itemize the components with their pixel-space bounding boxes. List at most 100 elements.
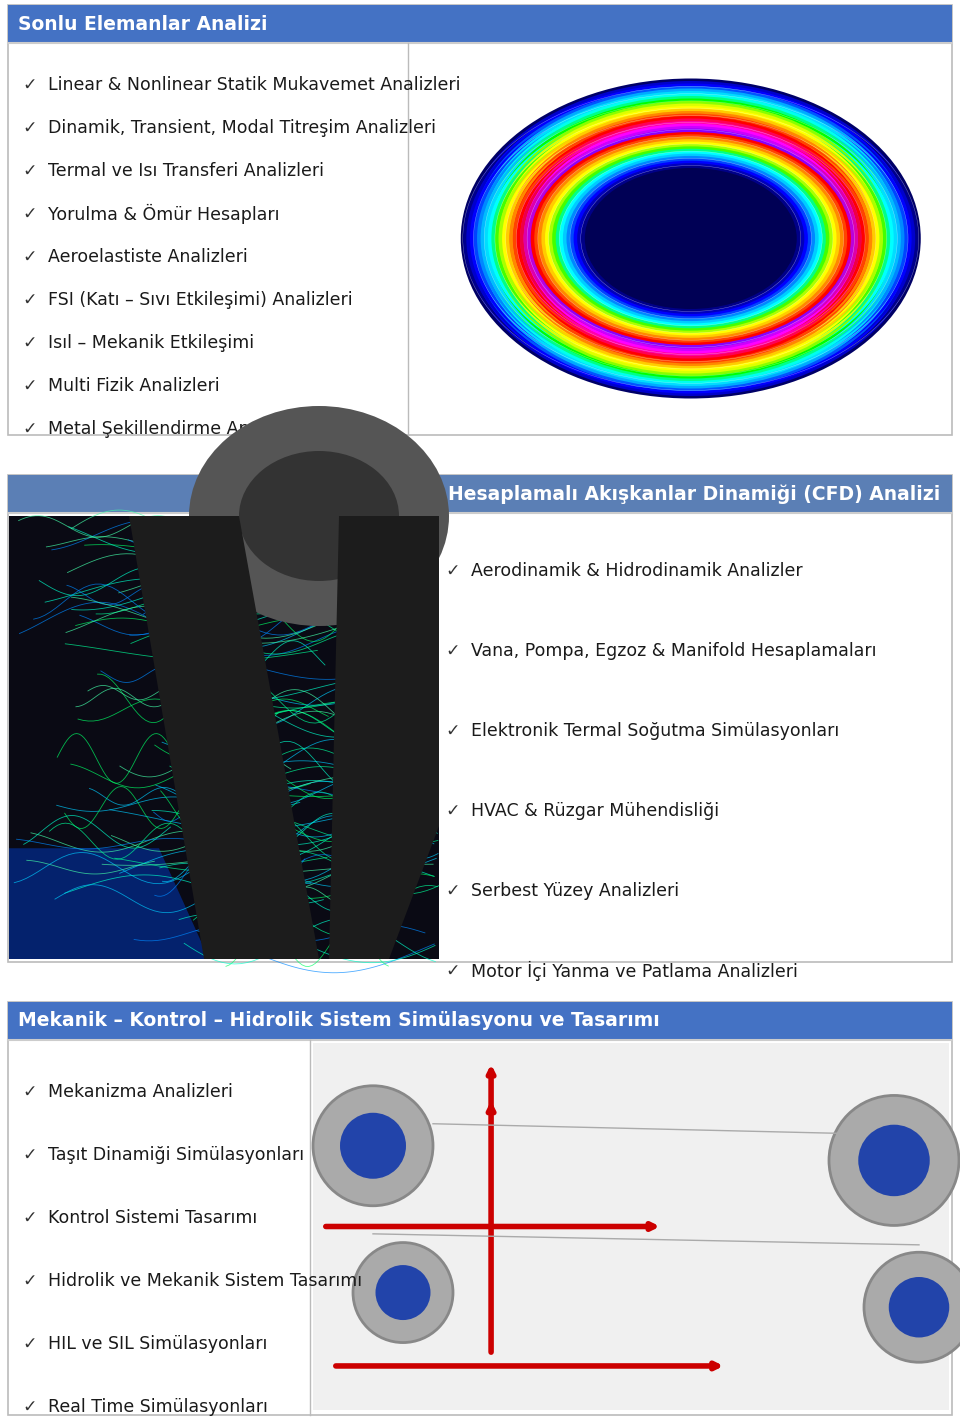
Ellipse shape	[477, 97, 904, 381]
Text: Isıl – Mekanik Etkileşimi: Isıl – Mekanik Etkileşimi	[48, 334, 254, 352]
FancyBboxPatch shape	[8, 476, 952, 513]
Text: Sonlu Elemanlar Analizi: Sonlu Elemanlar Analizi	[18, 14, 268, 34]
Ellipse shape	[475, 88, 907, 389]
Text: Vana, Pompa, Egzoz & Manifold Hesaplamaları: Vana, Pompa, Egzoz & Manifold Hesaplamal…	[471, 642, 876, 660]
Ellipse shape	[492, 101, 889, 376]
Ellipse shape	[467, 89, 915, 388]
Text: ✓: ✓	[445, 961, 460, 980]
Text: ✓: ✓	[22, 1208, 36, 1227]
Text: ✓: ✓	[22, 1272, 36, 1289]
Ellipse shape	[489, 98, 893, 379]
Text: ✓: ✓	[22, 248, 36, 266]
FancyBboxPatch shape	[8, 6, 952, 43]
Ellipse shape	[461, 78, 921, 399]
Ellipse shape	[463, 87, 919, 391]
Text: ✓: ✓	[22, 420, 36, 437]
Ellipse shape	[548, 143, 833, 334]
Text: HIL ve SIL Simülasyonları: HIL ve SIL Simülasyonları	[48, 1335, 268, 1353]
Ellipse shape	[503, 108, 878, 369]
Text: ✓: ✓	[22, 162, 36, 180]
Text: Termal ve Isı Transferi Analizleri: Termal ve Isı Transferi Analizleri	[48, 162, 324, 180]
Text: Elektronik Termal Soğutma Simülasyonları: Elektronik Termal Soğutma Simülasyonları	[471, 721, 839, 740]
Ellipse shape	[563, 153, 819, 324]
Text: ✓: ✓	[22, 1335, 36, 1353]
FancyBboxPatch shape	[9, 515, 439, 959]
FancyBboxPatch shape	[8, 1003, 952, 1414]
Ellipse shape	[471, 87, 910, 391]
Ellipse shape	[556, 149, 826, 328]
Ellipse shape	[513, 121, 869, 356]
FancyBboxPatch shape	[313, 1044, 949, 1410]
Text: Metal Şekillendirme Analizleri: Metal Şekillendirme Analizleri	[48, 420, 307, 437]
Ellipse shape	[516, 118, 865, 358]
Text: Taşıt Dinamiği Simülasyonları: Taşıt Dinamiği Simülasyonları	[48, 1146, 304, 1164]
Ellipse shape	[499, 106, 882, 371]
Text: ✓: ✓	[445, 802, 460, 819]
Text: Kontrol Sistemi Tasarımı: Kontrol Sistemi Tasarımı	[48, 1208, 257, 1227]
Ellipse shape	[520, 125, 861, 352]
Text: FSI (Katı – Sıvı Etkileşimi) Analizleri: FSI (Katı – Sıvı Etkileşimi) Analizleri	[48, 291, 352, 310]
Ellipse shape	[495, 104, 886, 373]
Ellipse shape	[531, 132, 851, 345]
Polygon shape	[9, 848, 209, 959]
Ellipse shape	[481, 98, 900, 379]
Ellipse shape	[473, 94, 908, 383]
Ellipse shape	[552, 146, 829, 331]
Ellipse shape	[585, 168, 797, 310]
Ellipse shape	[506, 111, 876, 366]
Ellipse shape	[523, 128, 858, 349]
Ellipse shape	[509, 118, 873, 359]
FancyBboxPatch shape	[411, 45, 949, 432]
Text: ✓: ✓	[22, 334, 36, 352]
Ellipse shape	[514, 116, 868, 361]
Ellipse shape	[516, 122, 865, 355]
Ellipse shape	[527, 126, 854, 351]
Ellipse shape	[560, 151, 822, 325]
Text: Dinamik, Transient, Modal Titreşim Analizleri: Dinamik, Transient, Modal Titreşim Anali…	[48, 119, 436, 136]
Text: ✓: ✓	[22, 119, 36, 136]
Ellipse shape	[538, 136, 844, 341]
Ellipse shape	[581, 166, 801, 311]
Ellipse shape	[566, 156, 815, 321]
Ellipse shape	[574, 160, 808, 317]
Polygon shape	[329, 515, 439, 959]
Ellipse shape	[482, 94, 900, 383]
Text: ✓: ✓	[22, 204, 36, 223]
Ellipse shape	[577, 163, 804, 314]
Text: Aerodinamik & Hidrodinamik Analizler: Aerodinamik & Hidrodinamik Analizler	[471, 562, 803, 579]
Ellipse shape	[502, 112, 879, 364]
Ellipse shape	[570, 158, 811, 318]
Ellipse shape	[492, 105, 890, 372]
Text: Aeroelastiste Analizleri: Aeroelastiste Analizleri	[48, 248, 248, 266]
Ellipse shape	[239, 452, 399, 581]
Ellipse shape	[313, 1086, 433, 1206]
Ellipse shape	[353, 1242, 453, 1342]
FancyBboxPatch shape	[8, 6, 952, 435]
FancyBboxPatch shape	[411, 45, 949, 432]
Text: ✓: ✓	[22, 1146, 36, 1164]
Ellipse shape	[375, 1265, 430, 1321]
Ellipse shape	[520, 121, 861, 356]
Ellipse shape	[545, 142, 836, 335]
Ellipse shape	[531, 128, 851, 348]
Text: Hesaplamalı Akışkanlar Dinamiği (CFD) Analizi: Hesaplamalı Akışkanlar Dinamiği (CFD) An…	[447, 484, 940, 504]
Ellipse shape	[484, 101, 898, 376]
Text: ✓: ✓	[445, 721, 460, 740]
FancyBboxPatch shape	[8, 476, 952, 961]
FancyBboxPatch shape	[8, 1003, 952, 1039]
Text: Hidrolik ve Mekanik Sistem Tasarımı: Hidrolik ve Mekanik Sistem Tasarımı	[48, 1272, 362, 1289]
Ellipse shape	[485, 97, 897, 381]
Ellipse shape	[340, 1113, 406, 1179]
Text: ✓: ✓	[22, 1083, 36, 1100]
Text: Yorulma & Ömür Hesapları: Yorulma & Ömür Hesapları	[48, 204, 279, 224]
Ellipse shape	[524, 124, 858, 354]
Text: Motor İçi Yanma ve Patlama Analizleri: Motor İçi Yanma ve Patlama Analizleri	[471, 961, 798, 981]
Ellipse shape	[527, 129, 854, 348]
Ellipse shape	[495, 108, 887, 369]
Ellipse shape	[469, 91, 912, 386]
Text: ✓: ✓	[22, 291, 36, 310]
Text: Mekanik – Kontrol – Hidrolik Sistem Simülasyonu ve Tasarımı: Mekanik – Kontrol – Hidrolik Sistem Simü…	[18, 1011, 660, 1031]
Polygon shape	[129, 515, 319, 959]
Ellipse shape	[488, 104, 894, 373]
Ellipse shape	[468, 84, 914, 393]
